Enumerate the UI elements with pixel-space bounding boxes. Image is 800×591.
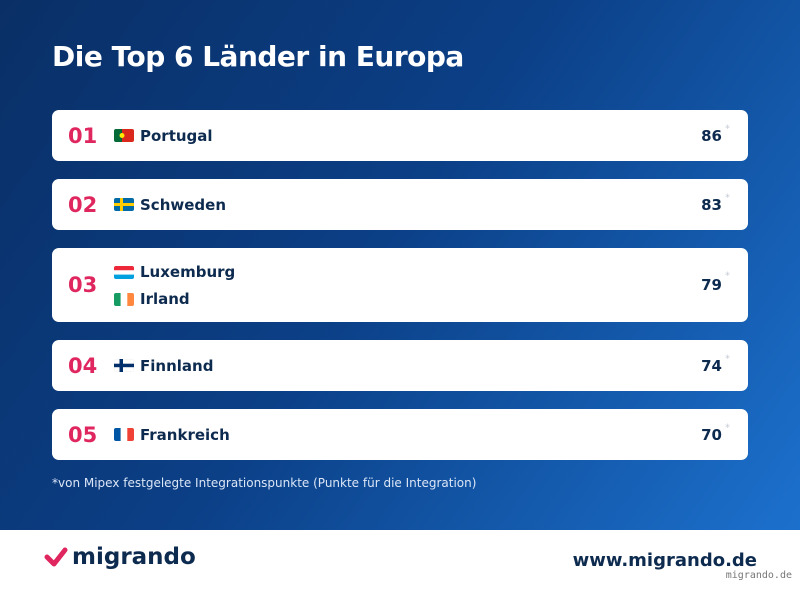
country-name: Frankreich	[140, 425, 230, 444]
logo: migrando	[44, 544, 196, 570]
flag	[114, 198, 134, 211]
rank-row: 02 Schweden 83 *	[52, 179, 748, 230]
score: 86	[701, 126, 722, 145]
rank-row: 03 Luxemburg Irland 79 *	[52, 248, 748, 322]
country-name: Irland	[140, 290, 190, 308]
score-marker: *	[725, 353, 730, 365]
rank: 03	[68, 273, 98, 297]
watermark: migrando.de	[725, 570, 792, 581]
country-name: Schweden	[140, 195, 226, 214]
flag	[114, 359, 134, 372]
footnote: *von Mipex festgelegte Integrationspunkt…	[52, 476, 477, 490]
country-name: Luxemburg	[140, 263, 236, 281]
country-name: Finnland	[140, 356, 214, 375]
title: Die Top 6 Länder in Europa	[52, 40, 464, 73]
logo-text: migrando	[72, 544, 196, 570]
score-marker: *	[725, 422, 730, 434]
score: 83	[701, 195, 722, 214]
url: www.migrando.de	[572, 550, 757, 571]
score: 70	[701, 425, 722, 444]
country: Finnland	[114, 357, 213, 375]
rank: 05	[68, 422, 98, 447]
flag	[114, 129, 134, 142]
score-marker: *	[725, 123, 730, 135]
flag	[114, 292, 134, 306]
score: 74	[701, 356, 722, 375]
rank-row: 01 Portugal 86 *	[52, 110, 748, 161]
score-marker: *	[725, 192, 730, 204]
country: Irland	[114, 290, 190, 308]
score-marker: *	[725, 270, 730, 282]
rank-row: 04 Finnland 74 *	[52, 340, 748, 391]
logo-check	[44, 547, 68, 567]
country-name: Portugal	[140, 126, 213, 145]
country: Portugal	[114, 127, 213, 145]
rank-row: 05 Frankreich 70 *	[52, 409, 748, 460]
rank: 02	[68, 192, 98, 217]
country: Schweden	[114, 196, 226, 214]
country: Frankreich	[114, 426, 230, 444]
flag	[114, 428, 134, 441]
rank: 04	[68, 353, 98, 378]
footer: migrando www.migrando.de migrando.de	[0, 530, 800, 591]
flag	[114, 265, 134, 279]
country: Luxemburg	[114, 263, 235, 281]
score: 79	[701, 276, 722, 294]
rank: 01	[68, 123, 98, 148]
